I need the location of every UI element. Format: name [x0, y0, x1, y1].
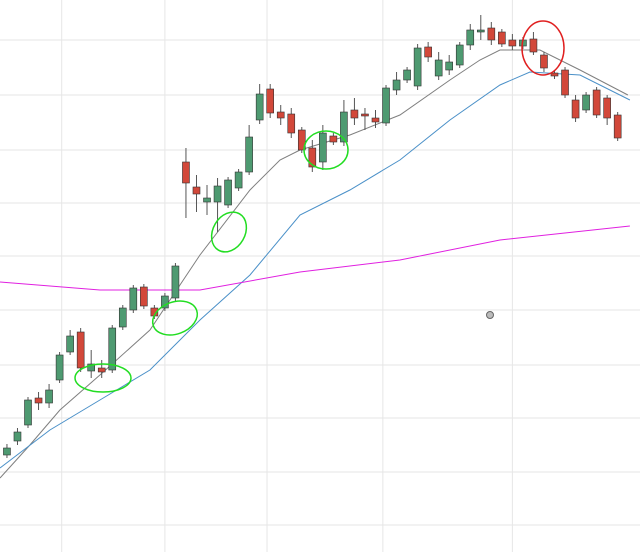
- candle-body: [118, 307, 127, 328]
- candle-body: [329, 135, 338, 143]
- moving-average-line: [0, 71, 631, 469]
- annotation-circle: [303, 130, 349, 170]
- candle-body: [603, 97, 611, 119]
- candle-body: [413, 47, 422, 87]
- candle-body: [171, 265, 180, 299]
- candle-body: [540, 54, 548, 69]
- marker-dot: [486, 311, 494, 319]
- candle-body: [340, 111, 348, 143]
- candle-body: [276, 111, 285, 119]
- annotation-circle: [151, 300, 199, 336]
- candle-body: [508, 39, 517, 47]
- candle-body: [550, 72, 559, 77]
- candle-body: [108, 327, 117, 371]
- candle-body: [382, 87, 390, 124]
- candle-body: [87, 363, 95, 372]
- candle-body: [45, 389, 53, 404]
- candle-body: [297, 129, 306, 151]
- candle-body: [476, 29, 485, 33]
- candle-body: [445, 61, 454, 71]
- candle-body: [350, 109, 359, 119]
- candle-body: [613, 114, 622, 139]
- candle-body: [592, 89, 601, 116]
- candle-body: [129, 287, 138, 311]
- candle-body: [561, 69, 569, 96]
- candle-body: [213, 185, 222, 203]
- candle-body: [287, 113, 296, 134]
- candle-body: [182, 161, 190, 184]
- moving-average-line: [0, 225, 630, 291]
- candle-body: [34, 397, 43, 404]
- candle-body: [371, 117, 380, 123]
- candle-body: [529, 38, 538, 53]
- annotations: [74, 20, 565, 393]
- candle-body: [403, 69, 411, 81]
- candle-body: [434, 59, 443, 77]
- candle-body: [66, 335, 74, 353]
- candle-body: [245, 136, 253, 173]
- candle-body: [55, 354, 64, 381]
- candle-body: [161, 295, 169, 309]
- candle-body: [203, 197, 211, 203]
- candle-body: [498, 31, 506, 45]
- candle-body: [140, 286, 148, 307]
- candle-body: [255, 93, 264, 121]
- candle-body: [571, 99, 580, 119]
- candle-body: [97, 367, 106, 373]
- annotation-circle: [521, 20, 565, 76]
- candle-body: [266, 88, 274, 114]
- candle-body: [361, 113, 369, 117]
- candle-body: [13, 431, 22, 442]
- candle-body: [76, 331, 85, 369]
- candle-body: [424, 46, 432, 58]
- candles: [3, 15, 622, 458]
- candle-body: [3, 447, 11, 456]
- candle-body: [308, 147, 317, 168]
- candle-body: [319, 132, 327, 163]
- annotation-circle: [210, 211, 248, 253]
- candle-body: [392, 79, 401, 91]
- candle-body: [582, 94, 590, 111]
- candle-body: [24, 399, 32, 426]
- annotation-circle: [74, 363, 132, 393]
- candle-body: [466, 29, 475, 46]
- candle-body: [192, 186, 201, 195]
- candle-body: [234, 171, 243, 189]
- candle-body: [455, 44, 464, 66]
- candle-body: [224, 179, 232, 206]
- candle-body: [487, 27, 496, 41]
